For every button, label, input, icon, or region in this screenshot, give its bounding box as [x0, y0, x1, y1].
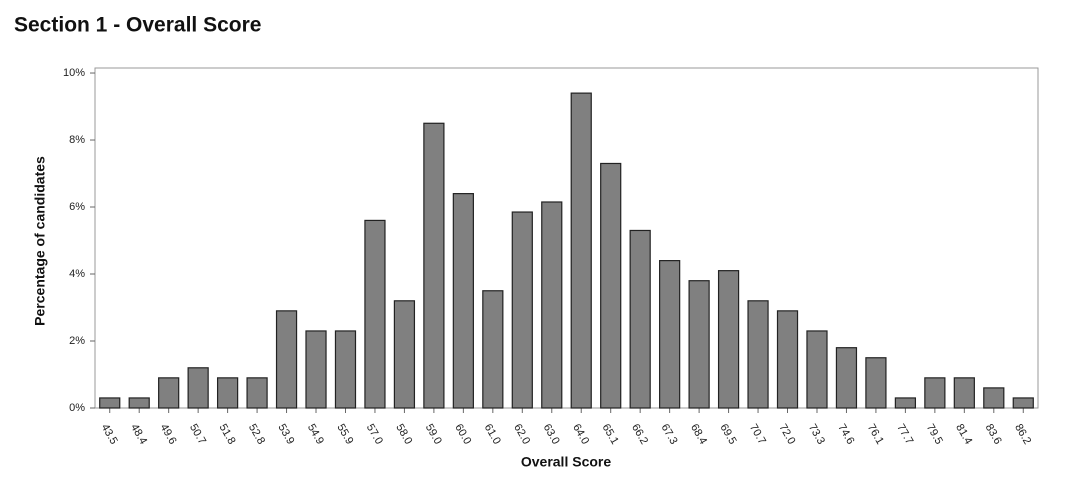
x-tick-label: 54.9 — [305, 422, 326, 447]
chart-title: Section 1 - Overall Score — [14, 14, 261, 37]
x-tick-label: 67.3 — [659, 422, 680, 447]
bar — [305, 330, 327, 409]
bar — [99, 397, 121, 409]
y-axis-title: Percentage of candidates — [32, 156, 48, 326]
bar — [1012, 397, 1034, 409]
x-tick-label: 53.9 — [275, 422, 296, 447]
x-tick-label: 61.0 — [482, 422, 503, 447]
bar — [541, 201, 563, 409]
bar — [216, 377, 239, 409]
bar — [894, 397, 917, 409]
x-tick-label: 79.5 — [924, 422, 945, 447]
x-tick-label: 57.0 — [364, 422, 385, 447]
x-tick-label: 52.8 — [246, 422, 267, 447]
x-tick-label: 60.0 — [452, 422, 473, 447]
bar — [246, 377, 268, 409]
x-tick-label: 69.5 — [717, 422, 738, 447]
y-tick-label: 10% — [63, 67, 85, 79]
bar — [364, 219, 386, 409]
x-tick-label: 51.8 — [216, 422, 237, 447]
bar — [511, 211, 533, 409]
bar — [482, 290, 504, 409]
bar — [924, 377, 946, 409]
bar — [688, 280, 710, 409]
bar — [452, 193, 474, 409]
y-tick-label: 6% — [69, 201, 85, 213]
bar — [776, 310, 799, 409]
plot-frame — [94, 67, 1039, 409]
bar — [747, 300, 769, 409]
x-tick-label: 68.4 — [688, 422, 709, 447]
y-tick-label: 4% — [69, 268, 85, 280]
x-tick-label: 83.6 — [983, 422, 1004, 447]
x-tick-label: 81.4 — [953, 422, 974, 447]
x-tick-label: 50.7 — [187, 422, 208, 447]
bar — [187, 367, 209, 409]
x-tick-label: 48.4 — [128, 422, 149, 447]
x-tick-label: 73.3 — [806, 422, 827, 447]
y-tick-label: 8% — [69, 134, 85, 146]
x-tick-label: 55.9 — [334, 422, 355, 447]
bar — [983, 387, 1005, 409]
bar — [659, 260, 681, 409]
bar — [835, 347, 858, 409]
bar — [953, 377, 975, 409]
x-tick-label: 86.2 — [1012, 422, 1033, 447]
bar — [865, 357, 887, 409]
x-tick-label: 49.6 — [158, 422, 179, 447]
bar — [275, 310, 298, 409]
x-tick-label: 64.0 — [570, 422, 591, 447]
x-tick-label: 74.6 — [835, 422, 856, 447]
x-tick-label: 65.1 — [600, 422, 621, 447]
bar — [393, 300, 416, 409]
bar — [806, 330, 828, 409]
x-tick-label: 70.7 — [747, 422, 768, 447]
x-axis-title: Overall Score — [521, 454, 611, 470]
y-tick-label: 0% — [69, 402, 85, 414]
bar — [629, 229, 651, 409]
y-tick-label: 2% — [69, 335, 85, 347]
bar — [334, 330, 357, 409]
bar — [600, 162, 622, 409]
bar — [717, 270, 740, 409]
bar — [570, 92, 592, 409]
x-tick-label: 62.0 — [511, 422, 532, 447]
x-tick-label: 76.1 — [865, 422, 886, 447]
x-tick-label: 66.2 — [629, 422, 650, 447]
x-tick-label: 63.0 — [541, 422, 562, 447]
bar — [158, 377, 180, 409]
x-tick-label: 77.7 — [894, 422, 915, 447]
bar — [423, 122, 445, 409]
x-tick-label: 72.0 — [776, 422, 797, 447]
x-tick-label: 59.0 — [423, 422, 444, 447]
bar — [128, 397, 150, 409]
x-tick-label: 58.0 — [393, 422, 414, 447]
x-tick-label: 43.5 — [99, 422, 120, 447]
